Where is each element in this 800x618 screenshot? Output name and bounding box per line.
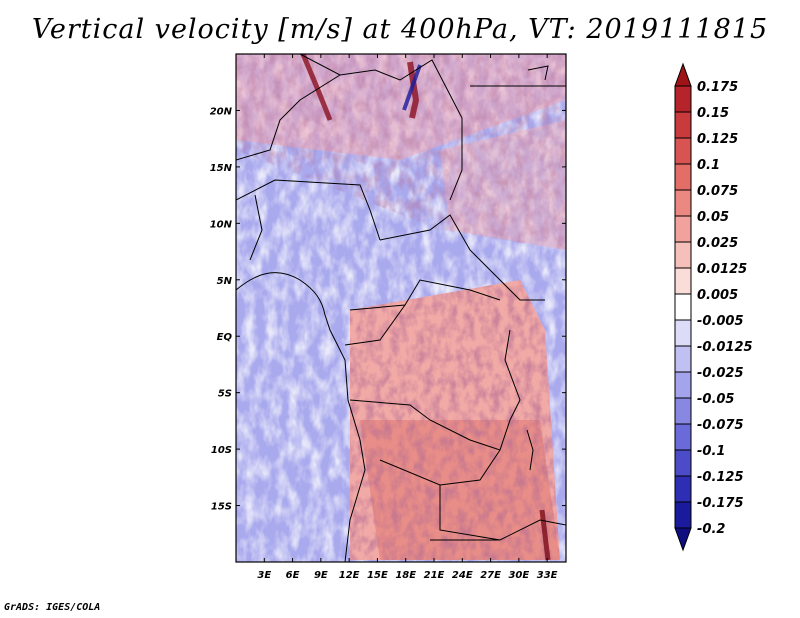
colorbar-bin [674, 319, 692, 347]
longitude-axis: 3E 6E 9E 12E 15E 18E 21E 24E 27E 30E 33E [257, 54, 558, 581]
colorbar-level-label: -0.025 [697, 366, 744, 381]
map-frame [235, 53, 567, 563]
colorbar-level-label: 0.0125 [697, 262, 747, 277]
colorbar-bin [674, 475, 692, 503]
lat-tick-label: 5S [218, 389, 232, 400]
lon-tick-label: 9E [314, 570, 328, 581]
colorbar-level-label: -0.125 [697, 470, 744, 485]
lon-tick-label: 33E [537, 570, 558, 581]
colorbar-bin [674, 111, 692, 139]
colorbar-level-label: -0.1 [697, 444, 725, 459]
lon-tick-label: 12E [339, 570, 360, 581]
colorbar-bin [674, 345, 692, 373]
lon-tick-label: 6E [286, 570, 300, 581]
lat-tick-label: 10S [211, 445, 232, 456]
colorbar-bin [674, 85, 692, 113]
map-title: Vertical velocity [m/s] at 400hPa, VT: 2… [31, 14, 769, 45]
lon-tick-label: 27E [480, 570, 501, 581]
colorbar-bin [674, 397, 692, 425]
colorbar-bin [674, 449, 692, 477]
colorbar-level-label: -0.005 [697, 314, 744, 329]
latitude-axis: 20N 15N 10N 5N EQ 5S 10S 15S [210, 106, 566, 513]
lon-tick-label: 21E [424, 570, 445, 581]
lat-tick-label: 5N [217, 276, 233, 287]
colorbar-level-label: 0.15 [697, 106, 729, 121]
colorbar-top-arrow [674, 62, 692, 87]
colorbar-legend: 0.175 0.15 0.125 0.1 0.075 0.05 0.025 0.0125 0.0… [674, 62, 753, 552]
colorbar-level-label: -0.175 [697, 496, 744, 511]
lat-tick-label: 10N [210, 219, 233, 230]
colorbar-level-label: -0.05 [697, 392, 734, 407]
lat-tick-label: EQ [217, 332, 233, 343]
lon-tick-label: 30E [508, 570, 529, 581]
country-borders [236, 54, 566, 562]
colorbar-bin [674, 189, 692, 217]
lon-tick-label: 15E [367, 570, 388, 581]
grads-credit: GrADS: IGES/COLA [4, 602, 101, 613]
colorbar-level-label: 0.05 [697, 210, 729, 225]
vertical-velocity-field [236, 54, 566, 562]
colorbar-level-label: 0.175 [697, 80, 738, 95]
colorbar-bin [674, 241, 692, 269]
colorbar-level-label: 0.025 [697, 236, 738, 251]
colorbar-level-label: -0.2 [697, 522, 725, 537]
lon-tick-label: 24E [452, 570, 473, 581]
colorbar-bin [674, 137, 692, 165]
lon-tick-label: 3E [257, 570, 271, 581]
colorbar-bin [674, 163, 692, 191]
colorbar-bin [674, 423, 692, 451]
colorbar-level-label: 0.005 [697, 288, 738, 303]
colorbar-level-label: 0.1 [697, 158, 720, 173]
colorbar-bin [674, 293, 692, 321]
lat-tick-label: 20N [210, 106, 233, 117]
colorbar-bottom-arrow [674, 527, 692, 552]
lat-tick-label: 15N [210, 163, 233, 174]
colorbar-level-label: -0.0125 [697, 340, 753, 355]
lon-tick-label: 18E [395, 570, 416, 581]
colorbar-bin [674, 215, 692, 243]
lat-tick-label: 15S [211, 502, 232, 513]
colorbar-level-label: -0.075 [697, 418, 744, 433]
colorbar-bin [674, 267, 692, 295]
colorbar-level-label: 0.125 [697, 132, 738, 147]
colorbar-bin [674, 501, 692, 529]
colorbar-level-label: 0.075 [697, 184, 738, 199]
colorbar-bin [674, 371, 692, 399]
